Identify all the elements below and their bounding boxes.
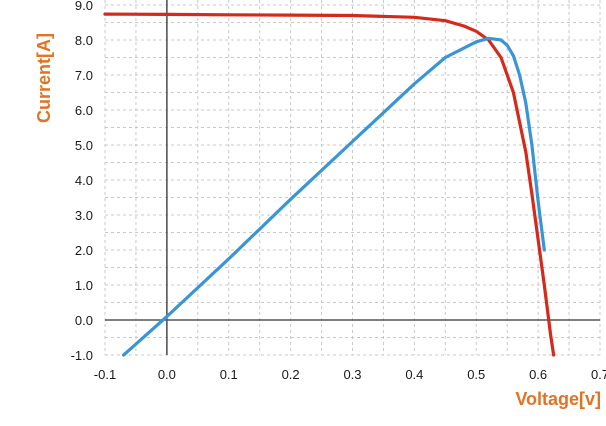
x-tick-label: 0.6	[529, 367, 547, 382]
series-line-2	[122, 36, 546, 357]
y-tick-label: 1.0	[75, 278, 93, 293]
series-line-1	[103, 12, 556, 357]
x-tick-label: 0.4	[405, 367, 423, 382]
y-tick-label: 3.0	[75, 208, 93, 223]
y-axis-title: Current[A]	[34, 33, 54, 123]
y-tick-label: 9.0	[75, 0, 93, 13]
x-tick-label: 0.3	[343, 367, 361, 382]
y-tick-label: 2.0	[75, 243, 93, 258]
x-tick-label: 0.5	[467, 367, 485, 382]
series	[103, 12, 556, 357]
x-tick-label: 0.1	[220, 367, 238, 382]
y-tick-label: 7.0	[75, 68, 93, 83]
axes	[105, 0, 600, 355]
tick-labels: -1.0 0.0 1.0 2.0 3.0 4.0 5.0 6.0 7.0 8.0 9.0 -0.1 0.…	[71, 0, 606, 382]
x-axis-title: Voltage[v]	[515, 389, 601, 409]
grid	[104, 0, 601, 356]
y-tick-label: 8.0	[75, 33, 93, 48]
y-tick-label: 0.0	[75, 313, 93, 328]
y-tick-label: 4.0	[75, 173, 93, 188]
y-tick-label: -1.0	[71, 348, 93, 363]
x-tick-label: 0.2	[282, 367, 300, 382]
y-tick-label: 6.0	[75, 103, 93, 118]
y-tick-label: 5.0	[75, 138, 93, 153]
x-tick-label: 0.0	[158, 367, 176, 382]
x-tick-label: 0.7	[591, 367, 606, 382]
x-tick-label: -0.1	[94, 367, 116, 382]
